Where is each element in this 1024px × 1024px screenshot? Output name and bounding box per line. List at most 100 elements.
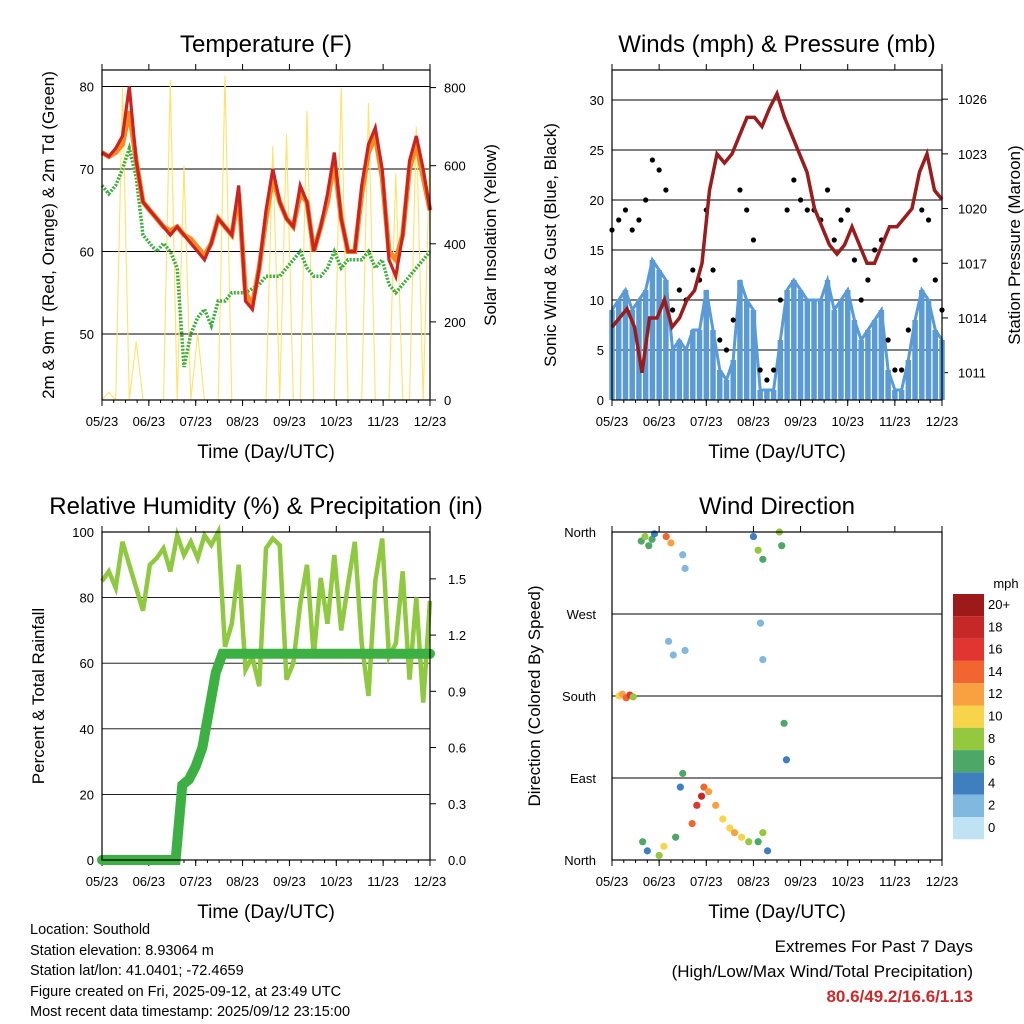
y-tick-label: East <box>570 771 596 786</box>
y2-tick-label: 600 <box>444 159 466 174</box>
humidity-line <box>100 523 433 703</box>
x-tick-label: 09/23 <box>273 414 306 429</box>
y2-tick-label: 200 <box>444 315 466 330</box>
y-tick-label: 80 <box>80 591 94 606</box>
y2-tick-label: 1017 <box>958 256 987 271</box>
chart-title: Temperature (F) <box>180 31 352 58</box>
pressure-line <box>610 89 944 373</box>
x-tick-label: 08/23 <box>737 414 770 429</box>
x-tick-label: 09/23 <box>784 414 817 429</box>
gust-point <box>656 167 662 173</box>
y2-tick-label: 0 <box>444 393 451 408</box>
colorbar-swatch <box>953 817 984 840</box>
colorbar-swatch <box>953 750 984 773</box>
temp-2m-line <box>101 86 432 314</box>
y-axis-label: Percent & Total Rainfall <box>29 608 48 784</box>
y-axis-label: 2m & 9m T (Red, Orange) & 2m Td (Green) <box>39 71 58 399</box>
colorbar-label: 18 <box>988 619 1002 634</box>
y-tick-label: 25 <box>590 143 604 158</box>
gust-point <box>730 317 736 323</box>
direction-point <box>738 833 746 841</box>
x-tick-label: 07/23 <box>690 874 723 889</box>
x-tick-label: 05/23 <box>596 414 629 429</box>
extremes-title: Extremes For Past 7 Days <box>774 937 973 956</box>
gust-point <box>872 247 878 253</box>
y-tick-label: 60 <box>80 245 94 260</box>
direction-point <box>749 532 758 541</box>
figure-created: Figure created on Fri, 2025-09-12, at 23… <box>30 983 342 1000</box>
direction-point <box>650 530 659 538</box>
gust-point <box>919 207 925 213</box>
gust-point <box>845 207 851 213</box>
colorbar-label: 8 <box>988 731 995 746</box>
gust-point <box>851 257 858 263</box>
x-tick-label: 11/23 <box>367 414 399 429</box>
gust-point <box>757 367 763 373</box>
direction-point <box>712 801 720 809</box>
y2-tick-label: 1011 <box>958 366 986 381</box>
colorbar-label: 0 <box>988 820 995 835</box>
x-tick-label: 11/23 <box>879 414 911 429</box>
x-axis-label: Time (Day/UTC) <box>708 902 846 923</box>
y2-tick-label: 1.5 <box>448 572 466 587</box>
y-tick-label: North <box>564 525 596 540</box>
extremes-subtitle: (High/Low/Max Wind/Total Precipitation) <box>671 962 973 981</box>
colorbar-swatch <box>953 727 984 751</box>
colorbar-swatch <box>953 638 984 661</box>
gust-point <box>616 217 622 223</box>
precip-line <box>97 648 435 865</box>
x-axis-label: Time (Day/UTC) <box>708 442 846 463</box>
gust-point <box>737 187 743 193</box>
gust-point <box>777 297 783 303</box>
colorbar-title: mph <box>993 576 1018 591</box>
direction-point <box>664 637 673 645</box>
y-tick-label: West <box>567 607 597 622</box>
direction-point <box>693 801 701 809</box>
gust-point <box>629 227 635 233</box>
gust-point <box>858 297 864 303</box>
x-tick-label: 08/23 <box>226 874 259 889</box>
temperature-panel: Temperature (F) Time (Day/UTC) 05/23 06/23 0… <box>39 31 500 463</box>
direction-point <box>726 824 734 832</box>
gust-point <box>764 377 770 383</box>
x-tick-label: 06/23 <box>133 414 166 429</box>
wind-line <box>610 256 944 392</box>
colorbar-label: 10 <box>988 709 1002 724</box>
direction-point <box>681 564 689 573</box>
wind-direction-panel: Wind Direction Time (Day/UTC) 05/23 06/23 07… <box>525 493 958 923</box>
gust-point <box>649 157 656 163</box>
y-tick-label: 80 <box>80 80 94 95</box>
x-tick-label: 09/23 <box>273 874 306 889</box>
station-info: Location: Southold Station elevation: 8.… <box>30 920 350 1023</box>
colorbar-swatch <box>953 594 984 617</box>
y-tick-label: 100 <box>72 525 94 540</box>
x-tick-label: 08/23 <box>737 874 770 889</box>
direction-point <box>754 546 762 554</box>
chart-title: Relative Humidity (%) & Precipitation (i… <box>49 493 482 520</box>
direction-point <box>688 819 696 828</box>
gust-point <box>905 327 911 333</box>
colorbar-swatch <box>953 705 984 728</box>
direction-point <box>759 555 767 563</box>
gust-point <box>643 197 649 203</box>
gust-point <box>804 207 810 213</box>
direction-point <box>672 833 680 841</box>
y-tick-label: 10 <box>590 293 604 308</box>
direction-point <box>641 532 649 541</box>
y2-tick-label: 0.9 <box>448 684 466 699</box>
y-axis-label: Sonic Wind & Gust (Blue, Black) <box>541 123 560 367</box>
direction-point <box>697 792 706 800</box>
gust-point <box>865 277 871 283</box>
colorbar-label: 4 <box>988 775 995 790</box>
direction-point <box>780 719 788 727</box>
gust-point <box>622 207 629 213</box>
y-tick-label: 5 <box>597 343 604 358</box>
y2-tick-label: 800 <box>444 81 466 96</box>
direction-point <box>759 829 767 837</box>
x-tick-label: 05/23 <box>86 874 119 889</box>
station-latlon: Station lat/lon: 41.0401; -72.4659 <box>30 963 244 979</box>
x-tick-label: 11/23 <box>879 874 911 889</box>
gust-point <box>797 197 804 203</box>
colorbar-label: 14 <box>988 664 1002 679</box>
